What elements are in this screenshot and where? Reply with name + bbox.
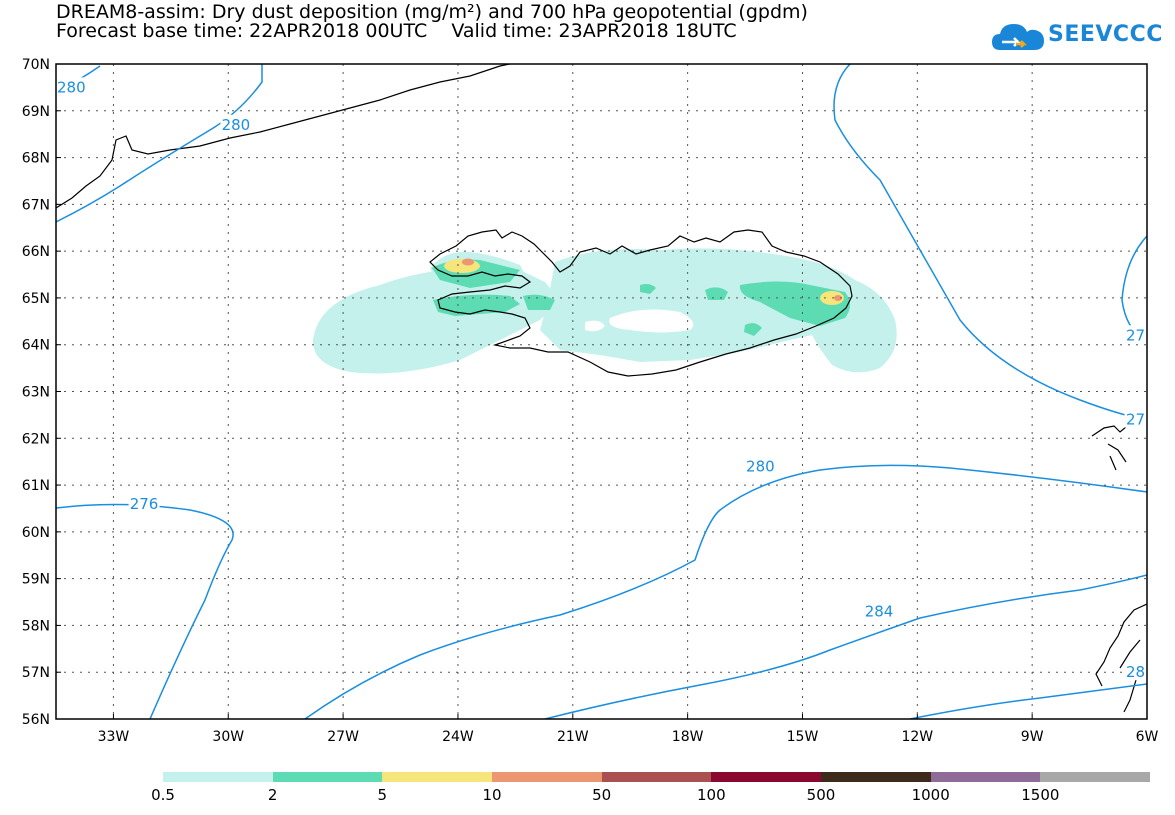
lat-label: 64N	[22, 338, 50, 354]
lat-label: 66N	[22, 244, 50, 260]
contour-276-sw	[56, 503, 234, 719]
dust-orange-nw	[462, 258, 474, 266]
lat-label: 57N	[22, 665, 50, 681]
legend-swatch	[930, 772, 1041, 782]
legend-label: 100	[697, 786, 726, 804]
lon-label: 30W	[212, 729, 244, 745]
lon-label: 24W	[442, 729, 474, 745]
contour-label: 27	[1126, 326, 1145, 344]
legend-label: 10	[482, 786, 502, 804]
color-legend	[163, 772, 1151, 782]
longitude-labels: 33W 30W 27W 24W 21W 18W 15W 12W 9W 6W	[98, 714, 1159, 745]
legend-swatch	[163, 772, 273, 782]
contour-label-bg	[1124, 325, 1147, 344]
seevccc-logo: SEEVCCC	[990, 16, 1163, 56]
lat-label: 59N	[22, 572, 50, 588]
contour-276-e	[833, 64, 1147, 421]
lat-label: 60N	[22, 525, 50, 541]
lon-label: 27W	[327, 729, 359, 745]
legend-swatch	[1040, 772, 1151, 782]
lon-label: 15W	[787, 729, 819, 745]
contour-label-bg	[1124, 409, 1147, 428]
cloud-icon	[992, 24, 1044, 50]
dust-yellow-nw	[444, 259, 480, 273]
contour-labels: 280 280 276 280 284 27 27 28	[55, 77, 1147, 681]
contour-label: 284	[865, 602, 894, 620]
dust-area-main	[540, 248, 897, 373]
lat-label: 61N	[22, 478, 50, 494]
contour-label: 280	[746, 457, 775, 475]
legend-label: 500	[806, 786, 836, 804]
legend-swatch	[492, 772, 602, 782]
contour-label: 27	[1126, 411, 1145, 429]
legend-label: 0.5	[151, 786, 175, 804]
lat-label: 69N	[22, 104, 50, 120]
dust-green-5	[705, 287, 728, 300]
lat-label: 70N	[22, 57, 50, 73]
contour-label-bg	[55, 77, 87, 96]
legend-swatch	[821, 772, 931, 782]
lat-label: 65N	[22, 291, 50, 307]
contour-label-bg	[220, 114, 252, 133]
dust-area-west	[312, 268, 560, 374]
dust-green-6	[640, 284, 656, 294]
contour-label: 276	[130, 495, 159, 513]
contour-label-bg	[128, 493, 160, 512]
map-title-line1: DREAM8-assim: Dry dust deposition (mg/m²…	[56, 1, 808, 23]
coastlines	[56, 64, 1147, 713]
contour-288	[909, 683, 1147, 719]
lon-label: 12W	[901, 729, 933, 745]
lon-label: 33W	[98, 729, 130, 745]
dust-orange-e	[834, 295, 842, 301]
contour-280-nw	[56, 64, 263, 223]
contour-label-bg	[744, 456, 776, 475]
lon-label: 18W	[672, 729, 704, 745]
legend-label: 1000	[911, 786, 950, 804]
lat-label: 67N	[22, 197, 50, 213]
dust-shading	[312, 248, 897, 374]
legend-label: 2	[267, 786, 278, 804]
legend-swatch	[272, 772, 383, 782]
legend-label: 1500	[1021, 786, 1060, 804]
legend-swatch	[601, 772, 712, 782]
latitude-labels: 70N 69N 68N 67N 66N 65N 64N 63N 62N 61N 60N 59N 58N 5…	[22, 57, 61, 728]
graticule	[56, 64, 1147, 719]
contour-280-s	[304, 464, 1147, 719]
contour-284	[544, 574, 1147, 719]
contour-label-bg	[1124, 662, 1147, 681]
dust-green-1	[433, 294, 520, 316]
lon-label: 6W	[1136, 729, 1159, 745]
logo-text: SEEVCCC	[1048, 22, 1163, 47]
contour-label: 28	[1126, 663, 1145, 681]
lat-label: 58N	[22, 618, 50, 634]
lat-label: 56N	[22, 712, 50, 728]
greenland-coastline	[56, 64, 514, 209]
dust-gap-center	[609, 309, 694, 333]
dust-green-7	[744, 323, 762, 336]
legend-label: 50	[592, 786, 612, 804]
legend-label: 5	[377, 786, 388, 804]
iceland-coastline	[429, 229, 853, 377]
lon-label: 21W	[557, 729, 589, 745]
contour-label: 280	[222, 116, 251, 134]
dust-green-4	[739, 281, 850, 326]
lat-label: 68N	[22, 151, 50, 167]
contour-label-bg	[863, 601, 895, 620]
dust-green-2	[523, 294, 555, 310]
scotland-coastline	[1095, 603, 1147, 713]
dust-gap-south	[585, 320, 605, 332]
map-title-line2: Forecast base time: 22APR2018 00UTC Vali…	[56, 20, 737, 42]
contour-label: 280	[57, 78, 86, 96]
lat-label: 62N	[22, 431, 50, 447]
lon-label: 9W	[1021, 729, 1044, 745]
legend-swatch	[382, 772, 493, 782]
lat-label: 63N	[22, 385, 50, 401]
legend-swatch	[711, 772, 822, 782]
